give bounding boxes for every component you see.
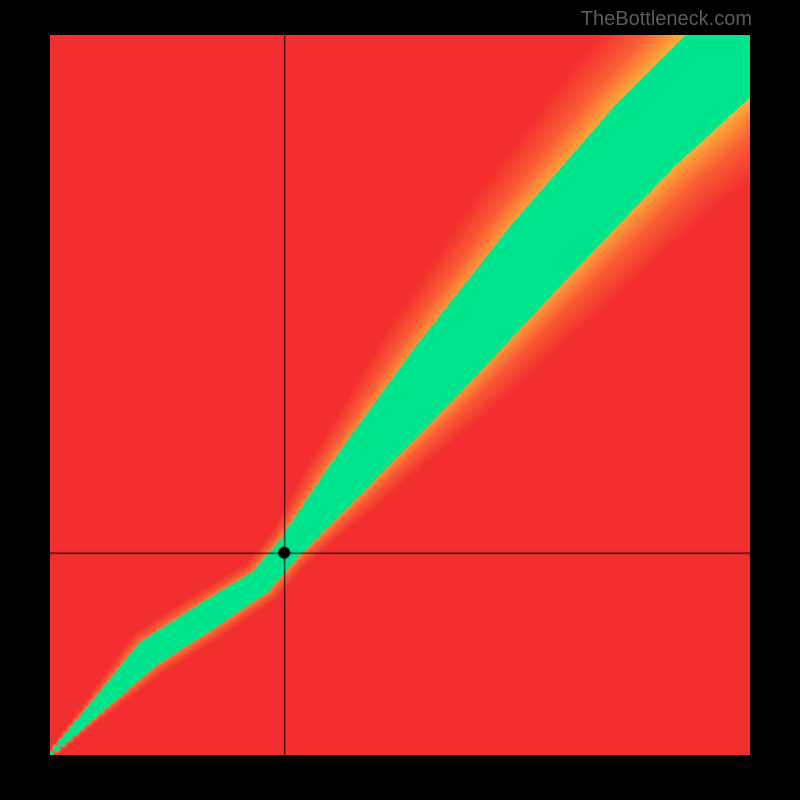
bottleneck-heatmap (50, 35, 750, 755)
watermark-text: TheBottleneck.com (581, 8, 752, 31)
